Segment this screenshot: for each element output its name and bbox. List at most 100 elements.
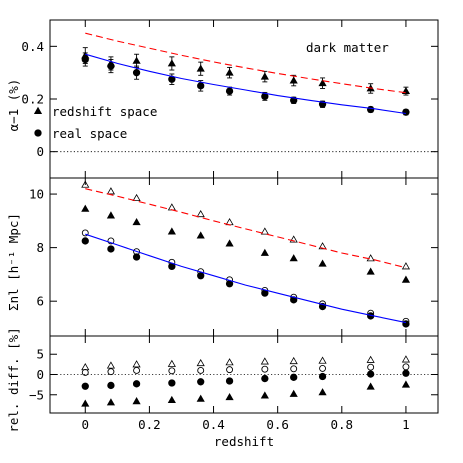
data-point-triangle-open-bottom [318,356,327,364]
ytick-label-top: 0.2 [21,92,44,107]
fit-line-real-space-top [85,53,406,115]
xlabel: redshift [214,434,274,449]
data-point-circle-bottom [132,380,141,388]
data-point-circle-top [81,55,89,64]
ytick-label-middle: 6 [36,294,44,309]
data-point-circle-top [402,108,410,116]
ylabel-bottom: rel. diff. [%] [6,327,21,432]
data-point-triangle-open-bottom [196,358,205,367]
data-point-circle-bottom [290,373,298,381]
data-point-triangle-open-bottom [366,355,375,363]
data-point-triangle-top [289,76,298,84]
data-point-circle-bottom [107,381,115,390]
data-point-circle-middle [107,245,115,253]
data-point-triangle-top [167,59,176,67]
panel-middle: Σnl [h⁻¹ Mpc] 6 8 10 [6,177,439,337]
data-point-triangle-middle [196,231,205,239]
data-point-circle-open-bottom [226,366,234,374]
data-point-triangle-open-middle [106,187,116,195]
xtick-label: 0.4 [202,417,225,432]
data-point-triangle-open-middle [318,242,327,250]
data-point-triangle-open-bottom [289,356,298,365]
data-point-circle-open-bottom [367,363,375,371]
ylabel-top: α−1 (%) [6,79,21,132]
annotation-dark-matter: dark matter [306,40,389,55]
fit-line-real-space-middle [85,233,407,324]
panel-frame-middle [49,177,439,337]
data-point-triangle-open-middle [167,203,176,211]
data-point-triangle-open-bottom [401,355,411,363]
data-point-triangle-open-middle [401,262,411,270]
data-point-circle-bottom [168,379,176,387]
ytick-label-bottom: −5 [29,387,44,402]
data-point-circle-middle [132,253,141,261]
data-point-triangle-middle [167,227,176,235]
data-point-triangle-top [132,56,141,64]
data-point-circle-bottom [197,378,205,386]
data-point-triangle-middle [401,275,411,283]
data-point-circle-top [197,82,205,90]
fit-line-redshift-space-middle [85,188,407,269]
data-point-triangle-top [225,68,234,76]
ytick-label-top: 0 [36,144,44,159]
data-point-triangle-bottom [106,398,116,406]
data-point-triangle-open-bottom [81,362,90,371]
data-point-circle-bottom [402,369,410,377]
ytick-label-top: 0.4 [21,39,44,54]
ytick-label-bottom: 0 [36,367,44,382]
data-point-triangle-bottom [401,380,411,388]
data-point-triangle-open-middle [81,180,90,188]
xtick-label: 0.2 [138,417,161,432]
data-point-triangle-bottom [318,388,327,396]
data-point-circle-bottom [225,377,234,385]
data-point-triangle-middle [81,204,90,212]
data-point-triangle-bottom [167,395,176,403]
data-point-circle-top [225,87,234,95]
data-point-triangle-middle [106,211,116,219]
data-point-triangle-open-middle [196,209,205,218]
legend-marker-triangle [33,106,43,114]
xtick-label: 1 [402,417,410,432]
data-point-triangle-middle [132,217,141,226]
xtick-label: 0.8 [331,417,354,432]
data-point-triangle-open-middle [260,227,269,235]
data-point-triangle-top [260,72,269,80]
panel-bottom: rel. diff. [%] redshift −5 0 5 0 0.2 0.4 0.6 0.… [6,327,439,449]
xtick-label: 0 [82,417,90,432]
data-point-circle-open-bottom [81,369,89,376]
data-point-circle-bottom [81,382,89,390]
data-point-triangle-open-bottom [225,358,234,366]
data-point-circle-open-bottom [133,366,141,374]
ytick-label-middle: 8 [36,240,44,255]
data-point-triangle-bottom [81,399,90,407]
data-point-triangle-bottom [196,394,205,402]
data-point-circle-open-middle [107,237,115,245]
ytick-label-bottom: 5 [36,347,44,362]
data-point-triangle-bottom [260,391,269,399]
legend-label-real-space: real space [52,126,127,141]
data-point-triangle-middle [289,254,298,262]
data-point-circle-top [132,69,141,77]
data-point-circle-open-bottom [290,365,298,373]
data-point-circle-open-bottom [107,368,115,376]
data-point-triangle-bottom [289,389,298,397]
data-point-circle-open-bottom [402,363,410,371]
data-point-triangle-middle [225,239,234,247]
data-point-triangle-middle [318,259,327,267]
xtick-label: 0.6 [266,417,289,432]
data-point-triangle-open-bottom [106,361,116,369]
data-point-triangle-open-middle [366,254,375,262]
ytick-label-middle: 10 [29,187,44,202]
data-point-circle-top [107,62,115,70]
data-point-triangle-open-bottom [167,359,176,367]
data-point-triangle-open-bottom [260,357,269,365]
data-point-circle-top [367,105,375,114]
data-point-triangle-top [196,64,205,72]
data-point-circle-open-bottom [168,367,176,375]
data-point-triangle-bottom [366,382,375,390]
data-point-triangle-open-middle [289,235,298,243]
data-point-triangle-open-bottom [132,360,141,368]
data-point-circle-middle [197,272,205,280]
data-point-circle-open-bottom [319,364,327,372]
